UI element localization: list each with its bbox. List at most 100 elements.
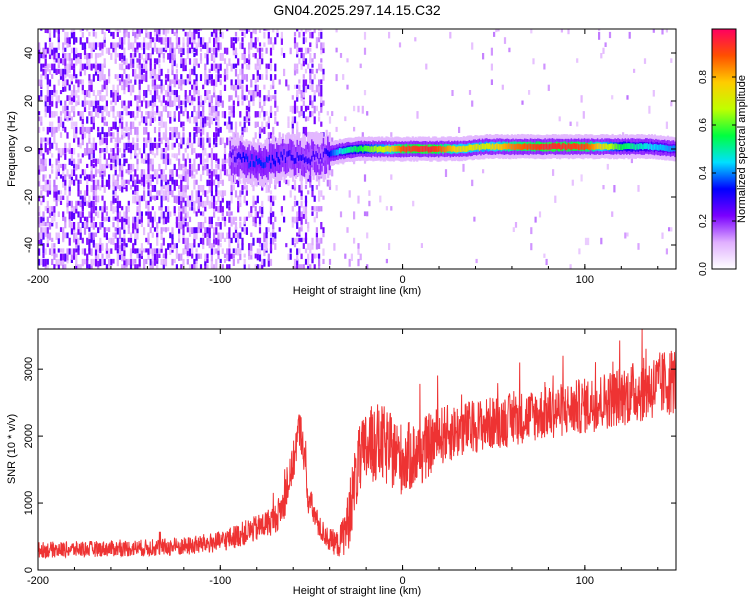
heatmap-cell bbox=[121, 169, 124, 177]
heatmap-cell bbox=[97, 185, 100, 190]
heatmap-cell bbox=[215, 29, 218, 33]
heatmap-cell bbox=[57, 248, 60, 253]
ridge-cell bbox=[273, 158, 276, 165]
heatmap-cell bbox=[147, 100, 150, 108]
heatmap-cell bbox=[151, 79, 154, 87]
heatmap-cell bbox=[261, 264, 264, 269]
heatmap-cell bbox=[193, 227, 196, 234]
heatmap-cell bbox=[147, 132, 150, 141]
heatmap-cell bbox=[188, 200, 192, 208]
heatmap-cell bbox=[167, 158, 170, 165]
heatmap-cell bbox=[145, 111, 148, 116]
heatmap-cell bbox=[66, 105, 69, 111]
heatmap-cell bbox=[241, 227, 244, 232]
heatmap-cell bbox=[219, 232, 222, 240]
ridge-cell bbox=[518, 143, 521, 150]
heatmap-cell bbox=[195, 47, 198, 56]
heatmap-cell bbox=[59, 227, 63, 232]
heatmap-cell bbox=[263, 248, 266, 257]
heatmap-cell bbox=[272, 232, 275, 238]
heatmap-cell bbox=[75, 206, 78, 214]
heatmap-cell bbox=[188, 248, 192, 257]
heatmap-cell bbox=[318, 37, 321, 43]
heatmap-cell bbox=[86, 63, 89, 70]
heatmap-cell bbox=[90, 237, 93, 243]
ridge-cell bbox=[316, 152, 320, 159]
heatmap-cell bbox=[169, 90, 172, 97]
heatmap-cell bbox=[114, 42, 117, 50]
heatmap-cell bbox=[160, 68, 163, 76]
heatmap-cell bbox=[186, 111, 189, 119]
heatmap-cell bbox=[83, 227, 87, 235]
heatmap-cell bbox=[309, 243, 312, 250]
heatmap-cell bbox=[53, 111, 56, 118]
heatmap-cell bbox=[101, 68, 104, 77]
heatmap-cell bbox=[269, 74, 273, 81]
ridge-cell bbox=[385, 146, 388, 152]
heatmap-cell bbox=[156, 195, 159, 200]
heatmap-cell bbox=[68, 179, 71, 187]
heatmap-cell bbox=[162, 227, 165, 232]
heatmap-cell bbox=[70, 216, 73, 221]
heatmap-cell bbox=[313, 264, 316, 269]
heatmap-cell bbox=[184, 163, 187, 172]
heatmap-cell bbox=[160, 258, 163, 265]
heatmap-cell bbox=[256, 248, 259, 255]
heatmap-cell bbox=[258, 253, 262, 262]
heatmap-cell bbox=[171, 29, 174, 34]
heatmap-cell bbox=[64, 47, 67, 52]
heatmap-cell bbox=[160, 47, 163, 55]
heatmap-cell bbox=[652, 90, 655, 97]
heatmap-cell bbox=[143, 169, 146, 175]
heatmap-cell bbox=[368, 200, 371, 207]
heatmap-cell bbox=[197, 153, 200, 158]
heatmap-cell bbox=[304, 195, 308, 203]
heatmap-cell bbox=[296, 222, 299, 229]
heatmap-cell bbox=[140, 216, 143, 223]
heatmap-cell bbox=[307, 47, 310, 54]
heatmap-cell bbox=[156, 84, 159, 90]
heatmap-cell bbox=[62, 29, 65, 32]
heatmap-cell bbox=[274, 116, 277, 125]
heatmap-cell bbox=[66, 111, 69, 116]
heatmap-cell bbox=[151, 185, 154, 192]
heatmap-cell bbox=[217, 121, 220, 129]
heatmap-cell bbox=[62, 179, 65, 188]
heatmap-cell bbox=[92, 29, 95, 32]
ridge-cell bbox=[662, 144, 665, 151]
heatmap-cell bbox=[188, 90, 192, 96]
heatmap-cell bbox=[202, 169, 205, 175]
ridge-cell bbox=[484, 143, 487, 150]
heatmap-cell bbox=[44, 248, 47, 255]
heatmap-cell bbox=[92, 190, 95, 197]
heatmap-cell bbox=[149, 163, 152, 171]
heatmap-cell bbox=[178, 100, 181, 109]
heatmap-cell bbox=[136, 95, 139, 100]
heatmap-cell bbox=[204, 264, 207, 269]
heatmap-cell bbox=[94, 105, 98, 112]
ridge-cell bbox=[658, 144, 661, 151]
heatmap-cell bbox=[136, 227, 139, 234]
heatmap-cell bbox=[191, 47, 194, 54]
heatmap-cell bbox=[202, 142, 205, 151]
heatmap-cell bbox=[234, 216, 238, 221]
heatmap-cell bbox=[81, 116, 84, 124]
heatmap-cell bbox=[59, 190, 63, 195]
heatmap-cell bbox=[42, 185, 45, 192]
heatmap-cell bbox=[134, 126, 137, 135]
heatmap-cell bbox=[40, 63, 43, 72]
heatmap-cell bbox=[296, 121, 299, 130]
heatmap-cell bbox=[149, 243, 152, 249]
heatmap-cell bbox=[193, 179, 196, 185]
heatmap-cell bbox=[217, 237, 220, 246]
heatmap-cell bbox=[237, 258, 240, 264]
heatmap-cell bbox=[169, 95, 172, 101]
heatmap-cell bbox=[230, 95, 233, 101]
ridge-cell bbox=[229, 149, 232, 166]
heatmap-cell bbox=[184, 31, 187, 37]
heatmap-cell bbox=[186, 179, 189, 186]
heatmap-cell bbox=[123, 253, 126, 261]
heatmap-cell bbox=[239, 84, 242, 89]
ridge-cell bbox=[564, 144, 567, 150]
heatmap-cell bbox=[322, 68, 325, 75]
